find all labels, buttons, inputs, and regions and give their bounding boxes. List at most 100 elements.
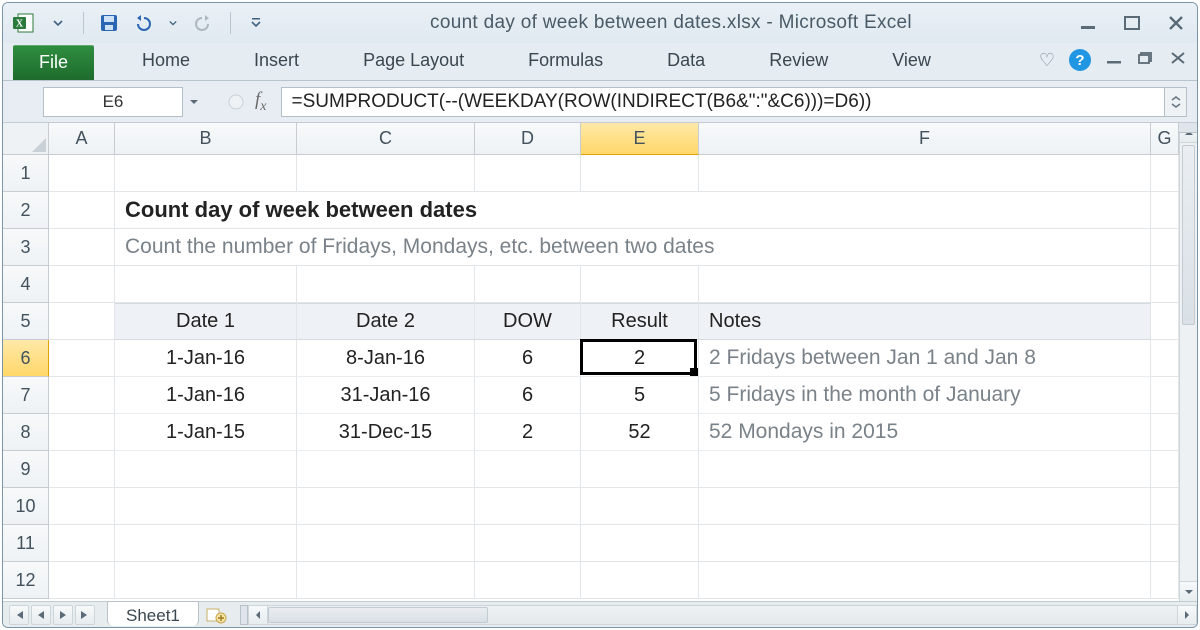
cell-result[interactable]: 2 [581,340,699,377]
tab-insert[interactable]: Insert [234,42,319,80]
cell-date1[interactable]: 1-Jan-16 [115,340,297,377]
cell[interactable] [297,562,475,599]
redo-icon[interactable] [194,12,216,34]
cell[interactable] [115,266,297,303]
row-header[interactable]: 2 [3,192,49,229]
cell-result[interactable]: 52 [581,414,699,451]
vscroll-split-icon[interactable] [1179,123,1197,133]
undo-icon[interactable] [130,12,152,34]
sheet-title[interactable]: Count day of week between dates [115,192,1151,229]
scroll-left-icon[interactable] [248,605,268,625]
cell-note[interactable]: 52 Mondays in 2015 [699,414,1151,451]
cell[interactable] [49,562,115,599]
cell[interactable] [1151,414,1179,451]
header-result[interactable]: Result [581,303,699,340]
column-header[interactable]: B [115,123,297,155]
row-header[interactable]: 4 [3,266,49,303]
row-header[interactable]: 9 [3,451,49,488]
vertical-scrollbar[interactable] [1179,123,1197,601]
hscroll-split-icon[interactable] [240,605,248,625]
cell-result[interactable]: 5 [581,377,699,414]
cell[interactable] [1151,488,1179,525]
cell[interactable] [475,266,581,303]
workbook-close-icon[interactable] [1169,51,1187,70]
cell[interactable] [699,155,1151,192]
row-header[interactable]: 1 [3,155,49,192]
row-header[interactable]: 12 [3,562,49,599]
header-dow[interactable]: DOW [475,303,581,340]
workbook-restore-icon[interactable] [1137,51,1155,70]
column-header[interactable]: A [49,123,115,155]
cell-note[interactable]: 2 Fridays between Jan 1 and Jan 8 [699,340,1151,377]
cell[interactable] [49,229,115,266]
cell[interactable] [1151,155,1179,192]
cell[interactable] [49,525,115,562]
cell-dow[interactable]: 6 [475,377,581,414]
cell-dow[interactable]: 6 [475,340,581,377]
column-header[interactable]: E [581,123,699,155]
header-date2[interactable]: Date 2 [297,303,475,340]
sheet-nav-prev-icon[interactable] [31,605,51,625]
select-all-corner[interactable] [3,123,49,155]
sheet-nav-next-icon[interactable] [53,605,73,625]
worksheet-grid[interactable]: ABCDEFG 123456789101112 Count day of wee… [3,123,1197,601]
cell[interactable] [581,488,699,525]
maximize-button[interactable] [1119,13,1145,33]
cell[interactable] [1151,229,1179,266]
qat-customize-icon[interactable] [245,12,267,34]
row-header[interactable]: 11 [3,525,49,562]
cell[interactable] [49,192,115,229]
cell[interactable] [581,451,699,488]
cell-date2[interactable]: 31-Jan-16 [297,377,475,414]
cell[interactable] [699,488,1151,525]
tab-data[interactable]: Data [647,42,725,80]
file-tab[interactable]: File [13,45,94,80]
row-header[interactable]: 7 [3,377,49,414]
cell[interactable] [49,414,115,451]
cell-dow[interactable]: 2 [475,414,581,451]
cell[interactable] [699,562,1151,599]
formula-bar-expand-icon[interactable] [1165,87,1187,117]
tab-view[interactable]: View [872,42,951,80]
cell[interactable] [49,266,115,303]
cell-date1[interactable]: 1-Jan-15 [115,414,297,451]
cell[interactable] [115,451,297,488]
cell[interactable] [49,340,115,377]
header-date1[interactable]: Date 1 [115,303,297,340]
scroll-right-icon[interactable] [1177,605,1197,625]
sheet-subtitle[interactable]: Count the number of Fridays, Mondays, et… [115,229,1151,266]
cell[interactable] [49,488,115,525]
tab-formulas[interactable]: Formulas [508,42,623,80]
cell[interactable] [297,155,475,192]
cell[interactable] [699,451,1151,488]
scroll-down-icon[interactable] [1180,581,1197,601]
cell[interactable] [581,155,699,192]
cell[interactable] [1151,340,1179,377]
cell[interactable] [581,525,699,562]
cell[interactable] [1151,192,1179,229]
column-header[interactable]: D [475,123,581,155]
cell[interactable] [475,488,581,525]
formula-input[interactable]: =SUMPRODUCT(--(WEEKDAY(ROW(INDIRECT(B6&"… [281,87,1166,117]
save-icon[interactable] [98,12,120,34]
cell[interactable] [115,525,297,562]
new-sheet-icon[interactable] [202,602,230,627]
cell[interactable] [49,451,115,488]
ribbon-minimize-icon[interactable]: ♡ [1039,50,1055,71]
cancel-formula-icon[interactable] [223,93,249,111]
cell[interactable] [297,488,475,525]
fx-icon[interactable]: fx [249,89,273,115]
hscroll-thumb[interactable] [268,607,488,623]
cell[interactable] [1151,266,1179,303]
horizontal-scrollbar[interactable] [240,602,1197,627]
name-box[interactable]: E6 [43,87,183,117]
row-header[interactable]: 3 [3,229,49,266]
cell[interactable] [1151,525,1179,562]
tab-page-layout[interactable]: Page Layout [343,42,484,80]
header-notes[interactable]: Notes [699,303,1151,340]
qat-dropdown-icon[interactable] [47,12,69,34]
row-header[interactable]: 10 [3,488,49,525]
column-header[interactable]: C [297,123,475,155]
cell-date2[interactable]: 31-Dec-15 [297,414,475,451]
row-header[interactable]: 5 [3,303,49,340]
